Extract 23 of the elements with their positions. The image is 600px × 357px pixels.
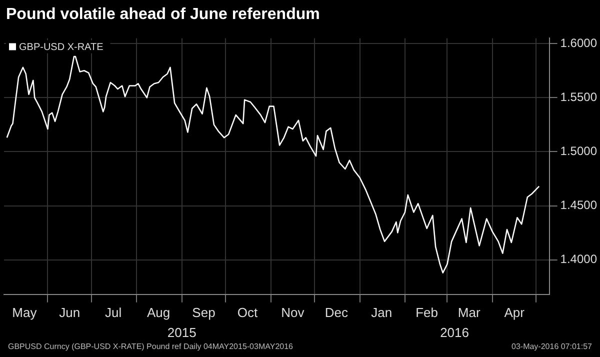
text: 03-May-2016 07:01:57: [512, 342, 592, 351]
text: 2016: [440, 325, 469, 340]
x-tick-label: May: [12, 304, 38, 320]
x-tick-label: Mar: [458, 304, 481, 320]
y-tick-label: 1.5500: [560, 90, 598, 104]
x-tick-label: Nov: [281, 304, 305, 320]
x-tick-label: Jul: [105, 304, 122, 320]
y-tick-label: 1.4000: [560, 252, 598, 266]
x-tick-label: Feb: [416, 304, 438, 320]
x-tick-label: Sep: [192, 304, 216, 320]
chart-title: Pound volatile ahead of June referendum: [5, 5, 321, 25]
x-tick-label: Jan: [371, 304, 392, 320]
legend-label: GBP-USD X-RATE: [19, 42, 104, 53]
y-tick-label: 1.6000: [560, 36, 598, 50]
y-tick-label: 1.5000: [560, 144, 598, 158]
y-tick-label: 1.4500: [560, 198, 598, 212]
x-tick-label: Dec: [324, 304, 348, 320]
text: 2015: [167, 325, 196, 340]
x-tick-label: Jun: [59, 304, 80, 320]
x-tick-label: Aug: [146, 304, 170, 320]
x-tick-label: Apr: [504, 304, 526, 320]
text: GBPUSD Curncy (GBP-USD X-RATE) Pound ref Daily 04MAY2015-03MAY2016: [8, 342, 293, 351]
x-tick-label: Oct: [237, 304, 258, 320]
